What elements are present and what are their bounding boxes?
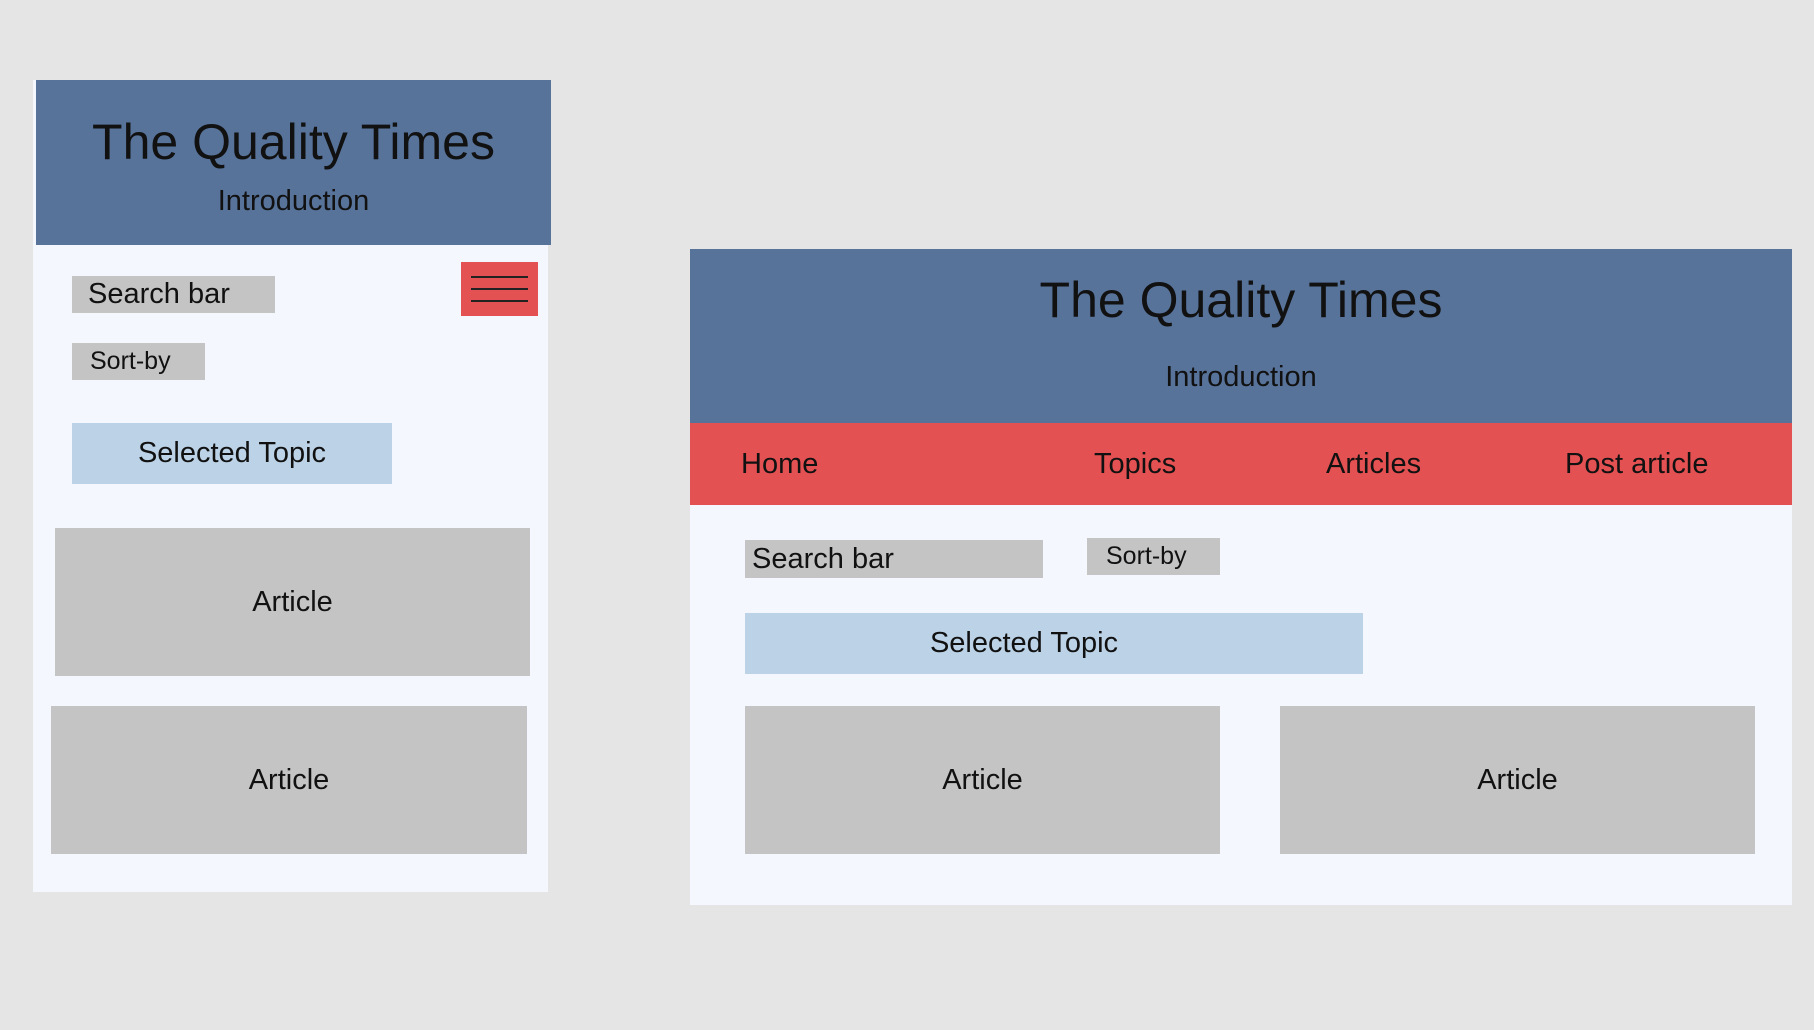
hamburger-line xyxy=(471,276,528,278)
hamburger-menu-icon[interactable] xyxy=(461,262,538,316)
nav-articles[interactable]: Articles xyxy=(1326,447,1422,480)
desktop-article-card[interactable]: Article xyxy=(1280,706,1755,854)
mobile-article-card[interactable]: Article xyxy=(51,706,527,854)
mobile-selected-topic: Selected Topic xyxy=(72,423,392,484)
mobile-header: The Quality Times Introduction xyxy=(36,80,551,245)
mobile-site-title: The Quality Times xyxy=(92,114,495,170)
nav-topics[interactable]: Topics xyxy=(1094,447,1177,480)
desktop-search-bar[interactable]: Search bar xyxy=(745,540,1043,578)
nav-post-article[interactable]: Post article xyxy=(1565,447,1709,480)
desktop-article-card[interactable]: Article xyxy=(745,706,1220,854)
desktop-introduction: Introduction xyxy=(1165,361,1317,393)
mobile-introduction: Introduction xyxy=(217,185,370,217)
desktop-sort-by[interactable]: Sort-by xyxy=(1087,538,1220,575)
desktop-selected-topic: Selected Topic xyxy=(745,613,1363,674)
nav-home[interactable]: Home xyxy=(741,447,819,480)
mobile-article-card[interactable]: Article xyxy=(55,528,530,676)
mobile-sort-by[interactable]: Sort-by xyxy=(72,343,205,380)
hamburger-line xyxy=(471,288,528,290)
mobile-search-bar[interactable]: Search bar xyxy=(72,276,275,313)
selected-topic-label: Selected Topic xyxy=(929,627,1119,659)
desktop-header: The Quality Times Introduction xyxy=(690,249,1792,423)
desktop-nav-bar: Home Topics Articles Post article xyxy=(690,423,1792,505)
desktop-wireframe: The Quality Times Introduction Home Topi… xyxy=(690,249,1792,905)
hamburger-line xyxy=(471,300,528,302)
desktop-site-title: The Quality Times xyxy=(1039,272,1443,328)
mobile-wireframe: The Quality Times Introduction Search ba… xyxy=(33,80,551,892)
